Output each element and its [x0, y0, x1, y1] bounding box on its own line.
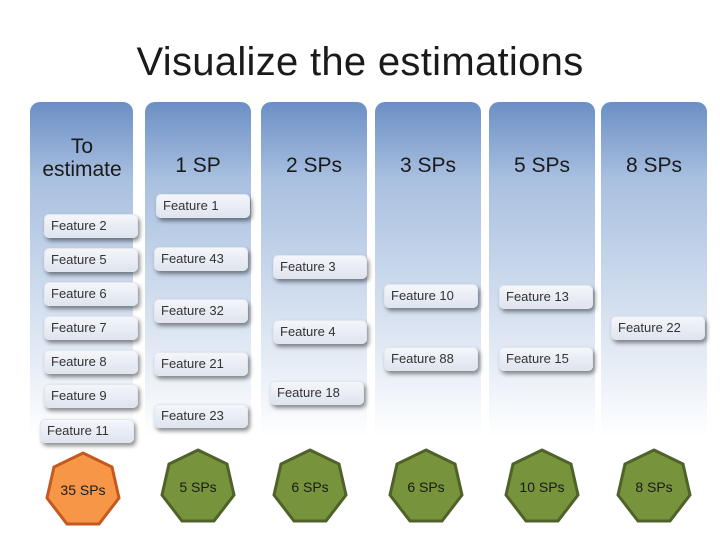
card-feature-3[interactable]: Feature 3 [273, 255, 367, 279]
card-feature-15[interactable]: Feature 15 [499, 347, 593, 371]
card-feature-18[interactable]: Feature 18 [270, 381, 364, 405]
heptagon-fill-green [272, 448, 348, 523]
card-feature-9[interactable]: Feature 9 [44, 384, 138, 408]
heptagon-shape [160, 448, 236, 523]
card-feature-32[interactable]: Feature 32 [154, 299, 248, 323]
card-feature-88[interactable]: Feature 88 [384, 347, 478, 371]
column-label-1-sp: 1 SP [175, 153, 221, 177]
card-feature-21[interactable]: Feature 21 [154, 352, 248, 376]
total-label-3-sps: 6 SPs [407, 479, 445, 495]
card-feature-1[interactable]: Feature 1 [156, 194, 250, 218]
card-feature-6[interactable]: Feature 6 [44, 282, 138, 306]
heptagon-fill-green [388, 448, 464, 523]
card-feature-23[interactable]: Feature 23 [154, 404, 248, 428]
column-label-3-sps: 3 SPs [399, 153, 457, 177]
total-badge-to-estimate: 35 SPs [44, 451, 122, 529]
heptagon-fill-orange [45, 451, 121, 526]
card-feature-43[interactable]: Feature 43 [154, 247, 248, 271]
card-feature-4[interactable]: Feature 4 [273, 320, 367, 344]
total-label-1-sp: 5 SPs [179, 479, 217, 495]
column-label-2-sps: 2 SPs [285, 153, 343, 177]
heptagon-shape [45, 451, 121, 526]
heptagon-fill-green [504, 448, 580, 523]
total-badge-3-sps: 6 SPs [387, 448, 465, 526]
heptagon-shape [388, 448, 464, 523]
card-feature-2[interactable]: Feature 2 [44, 214, 138, 238]
heptagon-shape [616, 448, 692, 523]
heptagon-fill-green [616, 448, 692, 523]
total-badge-1-sp: 5 SPs [159, 448, 237, 526]
card-feature-22[interactable]: Feature 22 [611, 316, 705, 340]
total-badge-2-sps: 6 SPs [271, 448, 349, 526]
card-feature-11[interactable]: Feature 11 [40, 419, 134, 443]
card-feature-13[interactable]: Feature 13 [499, 285, 593, 309]
total-badge-8-sps: 8 SPs [615, 448, 693, 526]
total-badge-5-sps: 10 SPs [503, 448, 581, 526]
heptagon-shape [504, 448, 580, 523]
column-label-5-sps: 5 SPs [513, 153, 571, 177]
column-label-to-estimate: To estimate [42, 135, 122, 181]
card-feature-5[interactable]: Feature 5 [44, 248, 138, 272]
total-label-2-sps: 6 SPs [291, 479, 329, 495]
card-feature-10[interactable]: Feature 10 [384, 284, 478, 308]
total-label-8-sps: 8 SPs [635, 479, 673, 495]
heptagon-fill-green [160, 448, 236, 523]
heptagon-shape [272, 448, 348, 523]
slide-title: Visualize the estimations [136, 40, 584, 84]
total-label-to-estimate: 35 SPs [60, 482, 106, 498]
column-label-8-sps: 8 SPs [625, 153, 683, 177]
card-feature-8[interactable]: Feature 8 [44, 350, 138, 374]
card-feature-7[interactable]: Feature 7 [44, 316, 138, 340]
total-label-5-sps: 10 SPs [519, 479, 565, 495]
